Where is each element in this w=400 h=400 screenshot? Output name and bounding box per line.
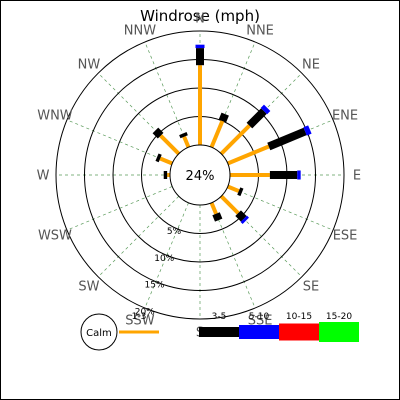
legend: Calm 1-3 3-5 5-10 10-15 15-20 xyxy=(80,312,359,351)
legend-label-3-5: 3-5 xyxy=(212,312,227,322)
bar-ene-3-5 xyxy=(267,127,307,151)
legend-swatch-5-10 xyxy=(239,325,279,339)
bar-nw-3-5 xyxy=(152,127,164,139)
legend-label-1-3: 1-3 xyxy=(132,312,147,322)
bar-se-5-10 xyxy=(240,215,249,224)
bar-nnw-3-5 xyxy=(179,132,188,139)
bar-nnw-1-3 xyxy=(182,135,191,149)
bar-ne-5-10 xyxy=(260,104,271,115)
direction-label-sse: SSE xyxy=(248,314,273,329)
direction-label-se: SE xyxy=(303,280,319,295)
bar-sse-1-3 xyxy=(209,201,218,215)
radial-tick-labels: 5% 10% 15% 20% xyxy=(135,227,182,317)
chart-title: Windrose (mph) xyxy=(140,7,260,25)
legend-calm-circle xyxy=(80,313,118,351)
radial-tick-10: 10% xyxy=(154,254,174,264)
direction-label-ene: ENE xyxy=(332,108,358,123)
bar-wnw-3-5 xyxy=(155,153,162,163)
radial-tick-15: 15% xyxy=(144,281,164,291)
direction-label-nne: NNE xyxy=(246,23,274,38)
legend-swatch-3-5 xyxy=(199,327,239,337)
legend-label-15-20: 15-20 xyxy=(326,312,352,322)
grid-spoke-sse xyxy=(211,202,256,309)
calm-circle xyxy=(169,144,231,206)
direction-label-ne: NE xyxy=(302,57,320,72)
direction-label-nw: NW xyxy=(78,57,101,72)
bar-ene-1-3 xyxy=(226,144,270,166)
bar-ne-3-5 xyxy=(246,108,267,129)
radial-tick-20: 20% xyxy=(135,307,155,317)
legend-swatch-10-15 xyxy=(279,323,319,341)
bar-ne-1-3 xyxy=(219,124,251,156)
legend-swatch-15-20 xyxy=(319,322,359,342)
legend-label-10-15: 10-15 xyxy=(286,312,312,322)
wind-bars xyxy=(152,44,312,224)
bar-nne-3-5 xyxy=(218,112,229,123)
direction-label-ssw: SSW xyxy=(125,314,155,329)
bar-se-3-5 xyxy=(235,210,247,222)
grid-ring xyxy=(55,30,345,320)
calm-percent-label: 24% xyxy=(186,169,215,184)
direction-label-n: N xyxy=(195,12,205,27)
bar-ese-3-5 xyxy=(237,187,244,197)
bar-nw-1-3 xyxy=(159,134,181,156)
direction-label-wsw: WSW xyxy=(38,229,72,244)
direction-label-nnw: NNW xyxy=(124,23,156,38)
direction-label-wnw: WNW xyxy=(37,108,73,123)
bar-ese-1-3 xyxy=(226,184,240,193)
bar-ene-5-10 xyxy=(303,125,312,136)
direction-label-e: E xyxy=(353,169,361,184)
legend-label-5-10: 5-10 xyxy=(249,312,270,322)
bar-wnw-1-3 xyxy=(159,156,174,166)
bar-sse-3-5 xyxy=(212,212,223,222)
direction-label-ese: ESE xyxy=(333,229,358,244)
direction-label-sw: SW xyxy=(78,280,99,295)
bar-se-1-3 xyxy=(219,194,240,215)
radial-tick-5: 5% xyxy=(167,227,182,237)
direction-label-w: W xyxy=(37,169,50,184)
grid-spoke-ssw xyxy=(144,202,189,309)
bar-nne-1-3 xyxy=(209,120,225,149)
legend-calm-label: Calm xyxy=(86,328,112,339)
